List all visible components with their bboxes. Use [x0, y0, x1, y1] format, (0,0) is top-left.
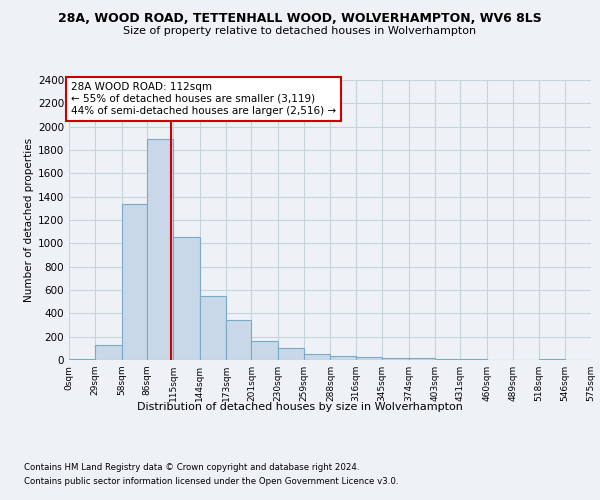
- Bar: [147, 140, 173, 360]
- Bar: [409, 358, 435, 360]
- Text: Distribution of detached houses by size in Wolverhampton: Distribution of detached houses by size …: [137, 402, 463, 412]
- Bar: [304, 354, 331, 360]
- Y-axis label: Number of detached properties: Number of detached properties: [24, 138, 34, 302]
- Text: Size of property relative to detached houses in Wolverhampton: Size of property relative to detached ho…: [124, 26, 476, 36]
- Text: Contains HM Land Registry data © Crown copyright and database right 2024.: Contains HM Land Registry data © Crown c…: [24, 462, 359, 471]
- Bar: [122, 204, 147, 360]
- Bar: [226, 320, 251, 360]
- Bar: [173, 238, 200, 360]
- Bar: [69, 359, 95, 360]
- Text: Contains public sector information licensed under the Open Government Licence v3: Contains public sector information licen…: [24, 478, 398, 486]
- Bar: [95, 346, 122, 360]
- Bar: [331, 356, 356, 360]
- Text: 28A, WOOD ROAD, TETTENHALL WOOD, WOLVERHAMPTON, WV6 8LS: 28A, WOOD ROAD, TETTENHALL WOOD, WOLVERH…: [58, 12, 542, 26]
- Bar: [382, 358, 409, 360]
- Bar: [200, 296, 226, 360]
- Text: 28A WOOD ROAD: 112sqm
← 55% of detached houses are smaller (3,119)
44% of semi-d: 28A WOOD ROAD: 112sqm ← 55% of detached …: [71, 82, 336, 116]
- Bar: [278, 348, 304, 360]
- Bar: [251, 342, 278, 360]
- Bar: [356, 357, 382, 360]
